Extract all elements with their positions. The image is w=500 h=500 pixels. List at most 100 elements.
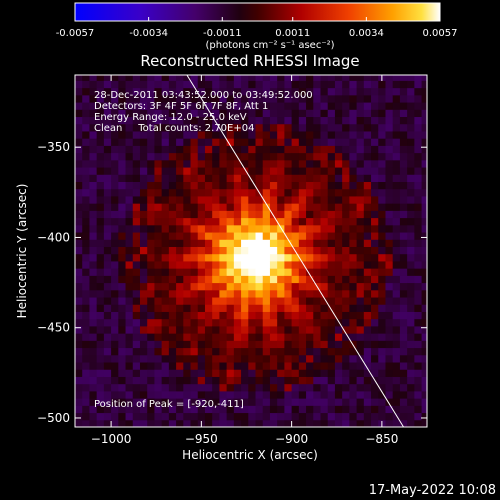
- heatmap-cell: [342, 390, 350, 399]
- heatmap-cell: [262, 181, 271, 190]
- heatmap-cell: [248, 362, 257, 370]
- heatmap-cell: [349, 109, 358, 118]
- heatmap-cell: [183, 347, 192, 356]
- heatmap-cell: [327, 152, 336, 161]
- heatmap-cell: [241, 398, 249, 406]
- heatmap-cell: [262, 333, 271, 341]
- heatmap-cell: [298, 181, 307, 190]
- heatmap-cell: [183, 102, 192, 110]
- heatmap-cell: [313, 376, 321, 385]
- heatmap-cell: [168, 398, 177, 406]
- heatmap-cell: [111, 268, 119, 276]
- heatmap-cell: [248, 102, 257, 110]
- heatmap-cell: [269, 217, 278, 226]
- heatmap-cell: [197, 138, 206, 146]
- heatmap-cell: [255, 174, 264, 182]
- heatmap-cell: [356, 188, 365, 197]
- heatmap-cell: [183, 232, 192, 240]
- heatmap-cell: [183, 362, 192, 370]
- heatmap-cell: [248, 138, 257, 146]
- heatmap-cell: [269, 94, 278, 103]
- heatmap-cell: [233, 405, 242, 414]
- heatmap-cell: [363, 80, 372, 89]
- heatmap-cell: [378, 116, 386, 125]
- heatmap-cell: [342, 239, 350, 247]
- heatmap-cell: [132, 383, 141, 392]
- heatmap-cell: [197, 260, 206, 269]
- heatmap-cell: [96, 138, 105, 146]
- heatmap-cell: [154, 268, 163, 276]
- heatmap-cell: [111, 152, 119, 161]
- heatmap-cell: [204, 152, 213, 161]
- heatmap-cell: [342, 268, 350, 276]
- heatmap-cell: [262, 145, 271, 154]
- heatmap-cell: [197, 289, 206, 298]
- heatmap-cell: [327, 116, 336, 125]
- heatmap-cell: [132, 325, 141, 334]
- heatmap-cell: [262, 362, 271, 370]
- heatmap-cell: [313, 80, 321, 89]
- heatmap-cell: [176, 232, 184, 240]
- heatmap-cell: [378, 87, 386, 96]
- heatmap-cell: [414, 152, 423, 161]
- heatmap-cell: [291, 354, 300, 363]
- heatmap-cell: [269, 75, 278, 81]
- heatmap-cell: [313, 289, 321, 298]
- heatmap-cell: [118, 224, 127, 233]
- heatmap-cell: [197, 398, 206, 406]
- heatmap-cell: [190, 224, 199, 233]
- heatmap-cell: [284, 174, 293, 182]
- heatmap-cell: [132, 268, 141, 276]
- heatmap-cell: [82, 138, 90, 146]
- heatmap-cell: [233, 369, 242, 377]
- heatmap-cell: [226, 311, 235, 320]
- heatmap-cell: [342, 102, 350, 110]
- heatmap-cell: [103, 188, 112, 197]
- heatmap-cell: [342, 318, 350, 327]
- heatmap-cell: [248, 210, 257, 219]
- heatmap-cell: [96, 130, 105, 139]
- colorbar-tick-label: 0.0057: [423, 28, 458, 39]
- heatmap-cell: [139, 224, 148, 233]
- heatmap-cell: [176, 253, 184, 262]
- heatmap-cell: [291, 383, 300, 392]
- heatmap-cell: [255, 419, 264, 427]
- heatmap-cell: [334, 188, 343, 197]
- heatmap-cell: [241, 405, 249, 414]
- heatmap-cell: [414, 109, 423, 118]
- heatmap-cell: [421, 362, 427, 370]
- heatmap-cell: [132, 102, 141, 110]
- heatmap-cell: [111, 87, 119, 96]
- heatmap-cell: [378, 333, 386, 341]
- heatmap-cell: [161, 304, 170, 312]
- heatmap-cell: [371, 203, 379, 211]
- heatmap-cell: [269, 167, 278, 175]
- heatmap-cell: [226, 405, 235, 414]
- heatmap-cell: [75, 340, 83, 349]
- heatmap-cell: [176, 109, 184, 118]
- heatmap-cell: [190, 289, 199, 298]
- heatmap-cell: [349, 275, 358, 284]
- heatmap-cell: [385, 116, 394, 125]
- heatmap-cell: [197, 333, 206, 341]
- heatmap-cell: [306, 325, 314, 334]
- heatmap-cell: [284, 275, 293, 284]
- heatmap-cell: [291, 224, 300, 233]
- heatmap-cell: [96, 347, 105, 356]
- heatmap-cell: [356, 419, 365, 427]
- heatmap-cell: [378, 102, 386, 110]
- heatmap-cell: [334, 159, 343, 168]
- heatmap-cell: [248, 253, 257, 262]
- heatmap-cell: [111, 174, 119, 182]
- heatmap-cell: [212, 123, 220, 132]
- heatmap-cell: [111, 181, 119, 190]
- heatmap-cell: [327, 398, 336, 406]
- heatmap-cell: [96, 354, 105, 363]
- heatmap-cell: [414, 390, 423, 399]
- heatmap-cell: [313, 123, 321, 132]
- heatmap-cell: [89, 369, 98, 377]
- heatmap-cell: [334, 109, 343, 118]
- heatmap-cell: [327, 412, 336, 421]
- heatmap-cell: [161, 87, 170, 96]
- heatmap-cell: [363, 390, 372, 399]
